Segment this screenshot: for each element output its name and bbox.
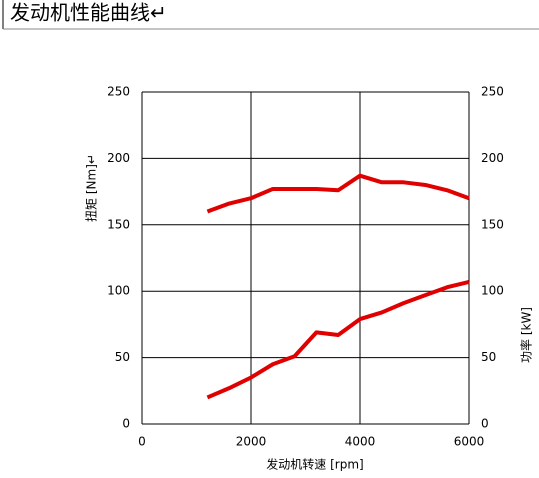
x-tick-label: 0 — [138, 435, 146, 449]
x-axis-title: 发动机转速 [rpm] — [266, 457, 363, 472]
x-tick-label: 4000 — [345, 435, 376, 449]
y2-tick-label: 0 — [481, 417, 489, 431]
y-tick-label: 0 — [122, 417, 130, 431]
y-tick-label: 50 — [115, 350, 130, 364]
y-tick-label: 250 — [107, 85, 130, 99]
x-tick-label: 6000 — [454, 435, 485, 449]
y2-tick-label: 150 — [481, 217, 504, 231]
y-tick-label: 200 — [107, 151, 130, 165]
y-axis-title: 扭矩 [Nm]↵ — [85, 154, 99, 222]
y-tick-label: 150 — [107, 217, 130, 231]
y2-tick-label: 200 — [481, 151, 504, 165]
series-line — [206, 173, 470, 214]
y2-axis-title: 功率 [kW] — [519, 307, 534, 363]
chart-title: 发动机性能曲线↵ — [10, 1, 167, 25]
series-line — [206, 279, 470, 400]
y2-tick-label: 50 — [481, 350, 496, 364]
y2-tick-label: 250 — [481, 85, 504, 99]
y-tick-label: 100 — [107, 284, 130, 298]
y2-tick-label: 100 — [481, 284, 504, 298]
x-tick-label: 2000 — [236, 435, 267, 449]
